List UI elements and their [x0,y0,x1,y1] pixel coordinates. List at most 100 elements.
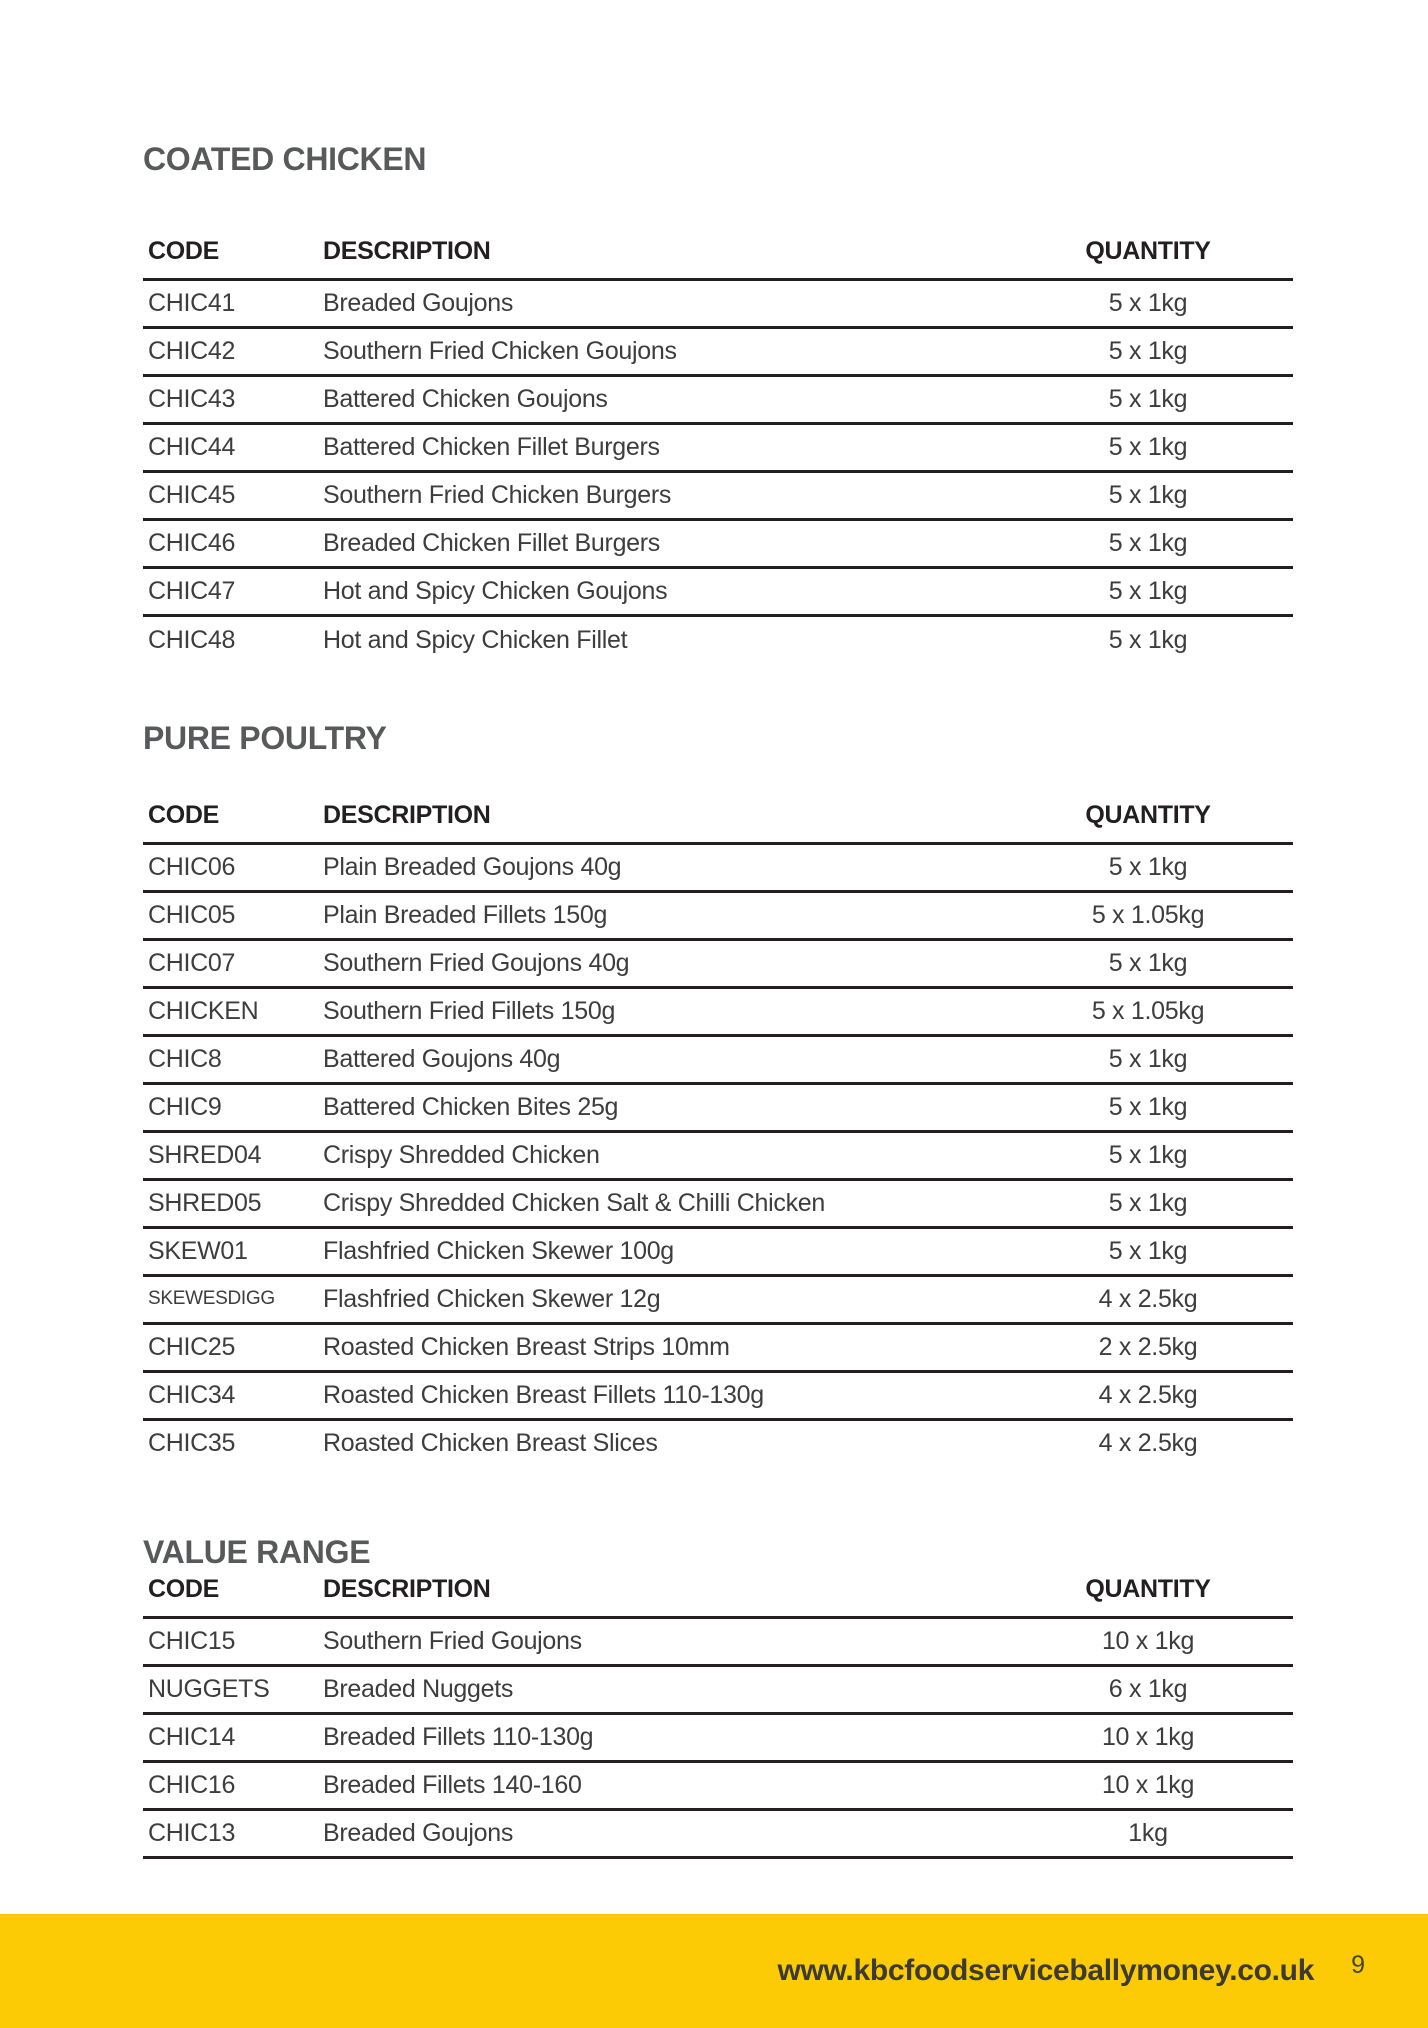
product-quantity: 5 x 1kg [1003,327,1293,377]
product-description: Breaded Fillets 140-160 [318,1761,1003,1811]
product-description: Flashfried Chicken Skewer 100g [318,1227,1003,1277]
product-quantity: 5 x 1kg [1003,279,1293,329]
product-description: Breaded Nuggets [318,1665,1003,1715]
product-quantity: 5 x 1.05kg [1003,891,1293,941]
product-quantity: 4 x 2.5kg [1003,1275,1293,1325]
column-header-code: CODE [143,1571,318,1619]
product-description: Battered Chicken Bites 25g [318,1083,1003,1133]
product-quantity: 5 x 1kg [1003,1227,1293,1277]
product-description: Battered Chicken Goujons [318,375,1003,425]
product-code: CHIC35 [148,1429,236,1458]
product-quantity: 5 x 1kg [1003,567,1293,617]
product-quantity: 1kg [1003,1809,1293,1859]
product-code: CHIC07 [143,939,318,989]
column-header-quantity: QUANTITY [1003,796,1293,845]
table-row: CHIC06 Plain Breaded Goujons 40g 5 x 1kg [143,843,1293,893]
product-description: Battered Chicken Fillet Burgers [318,423,1003,473]
table-row: CHIC43 Battered Chicken Goujons 5 x 1kg [143,375,1293,425]
product-code: CHIC05 [143,891,318,941]
table-row: CHIC41 Breaded Goujons 5 x 1kg [143,279,1293,329]
product-code: CHIC34 [143,1371,318,1421]
table-row: CHIC45 Southern Fried Chicken Burgers 5 … [143,471,1293,521]
product-description: Breaded Chicken Fillet Burgers [318,519,1003,569]
product-code: CHIC41 [143,279,318,329]
product-code: CHIC42 [143,327,318,377]
product-code: CHIC25 [143,1323,318,1373]
product-quantity: 5 x 1kg [1003,423,1293,473]
product-code: CHIC16 [143,1761,318,1811]
table-row: CHIC48 Hot and Spicy Chicken Fillet 5 x … [143,616,1293,664]
product-code: CHIC15 [143,1617,318,1667]
product-quantity: 4 x 2.5kg [1098,1429,1198,1458]
product-section-pure-poultry: PURE POULTRY CODE DESCRIPTION QUANTITY C… [143,719,1293,1468]
product-description: Southern Fried Fillets 150g [318,987,1003,1037]
table-row: SHRED04 Crispy Shredded Chicken 5 x 1kg [143,1131,1293,1181]
table-row: SKEWESDIGG Flashfried Chicken Skewer 12g… [143,1275,1293,1325]
product-table: CODE DESCRIPTION QUANTITY CHIC06 Plain B… [143,796,1293,1468]
column-header-description: DESCRIPTION [318,233,1003,281]
product-description: Flashfried Chicken Skewer 12g [318,1275,1003,1325]
product-code: CHICKEN [143,987,318,1037]
table-row: CHIC07 Southern Fried Goujons 40g 5 x 1k… [143,939,1293,989]
website-url: www.kbcfoodserviceballymoney.co.uk [777,1954,1315,1987]
product-quantity: 6 x 1kg [1003,1665,1293,1715]
product-quantity: 5 x 1kg [1003,1035,1293,1085]
table-row: CHIC14 Breaded Fillets 110-130g 10 x 1kg [143,1713,1293,1763]
section-title: PURE POULTRY [143,719,387,756]
product-description: Southern Fried Goujons [318,1617,1003,1667]
product-quantity: 5 x 1kg [1108,625,1188,654]
table-row: CHIC15 Southern Fried Goujons 10 x 1kg [143,1617,1293,1667]
product-code: CHIC47 [143,567,318,617]
product-code: SHRED05 [143,1179,318,1229]
table-row: CHIC35 Roasted Chicken Breast Slices 4 x… [143,1419,1293,1467]
product-description: Southern Fried Chicken Goujons [318,327,1003,377]
product-quantity: 5 x 1kg [1003,519,1293,569]
product-code: CHIC48 [148,625,236,654]
product-code: SKEW01 [143,1227,318,1277]
product-quantity: 5 x 1kg [1003,1083,1293,1133]
product-quantity: 10 x 1kg [1003,1713,1293,1763]
product-code: CHIC44 [143,423,318,473]
product-description: Roasted Chicken Breast Fillets 110-130g [318,1371,1003,1421]
table-row: CHIC25 Roasted Chicken Breast Strips 10m… [143,1323,1293,1373]
product-quantity: 10 x 1kg [1003,1761,1293,1811]
table-row: CHIC46 Breaded Chicken Fillet Burgers 5 … [143,519,1293,569]
table-row: SKEW01 Flashfried Chicken Skewer 100g 5 … [143,1227,1293,1277]
product-code: CHIC06 [143,843,318,893]
table-row: CHIC8 Battered Goujons 40g 5 x 1kg [143,1035,1293,1085]
product-quantity: 10 x 1kg [1003,1617,1293,1667]
table-row: CHIC9 Battered Chicken Bites 25g 5 x 1kg [143,1083,1293,1133]
product-code: NUGGETS [143,1665,318,1715]
product-section-coated-chicken: COATED CHICKEN CODE DESCRIPTION QUANTITY… [143,140,1293,664]
product-description: Plain Breaded Fillets 150g [318,891,1003,941]
table-row: CHIC05 Plain Breaded Fillets 150g 5 x 1.… [143,891,1293,941]
product-description: Southern Fried Chicken Burgers [318,471,1003,521]
table-row: CHIC42 Southern Fried Chicken Goujons 5 … [143,327,1293,377]
section-title: COATED CHICKEN [143,141,427,177]
product-code: CHIC46 [143,519,318,569]
product-quantity: 5 x 1kg [1003,1131,1293,1181]
table-row: CHIC47 Hot and Spicy Chicken Goujons 5 x… [143,567,1293,617]
product-table: CODE DESCRIPTION QUANTITY CHIC15 Souther… [143,1571,1293,1859]
column-header-quantity: QUANTITY [1003,233,1293,281]
product-quantity: 2 x 2.5kg [1003,1323,1293,1373]
product-code: SKEWESDIGG [143,1275,318,1325]
product-description: Southern Fried Goujons 40g [318,939,1003,989]
header-row: CODE DESCRIPTION QUANTITY [143,233,1293,281]
product-quantity: 5 x 1kg [1003,843,1293,893]
product-quantity: 5 x 1kg [1003,939,1293,989]
column-header-code: CODE [143,796,318,845]
product-quantity: 5 x 1kg [1003,471,1293,521]
product-description: Breaded Goujons [318,279,1003,329]
product-description: Roasted Chicken Breast Slices [323,1429,658,1458]
table-row: CHICKEN Southern Fried Fillets 150g 5 x … [143,987,1293,1037]
column-header-description: DESCRIPTION [318,1571,1003,1619]
page-number: 9 [1351,1950,1365,1979]
product-description: Crispy Shredded Chicken Salt & Chilli Ch… [318,1179,1003,1229]
header-row: CODE DESCRIPTION QUANTITY [143,1571,1293,1619]
product-quantity: 5 x 1kg [1003,375,1293,425]
product-table: CODE DESCRIPTION QUANTITY CHIC41 Breaded… [143,233,1293,664]
table-row: CHIC34 Roasted Chicken Breast Fillets 11… [143,1371,1293,1421]
column-header-code: CODE [143,233,318,281]
